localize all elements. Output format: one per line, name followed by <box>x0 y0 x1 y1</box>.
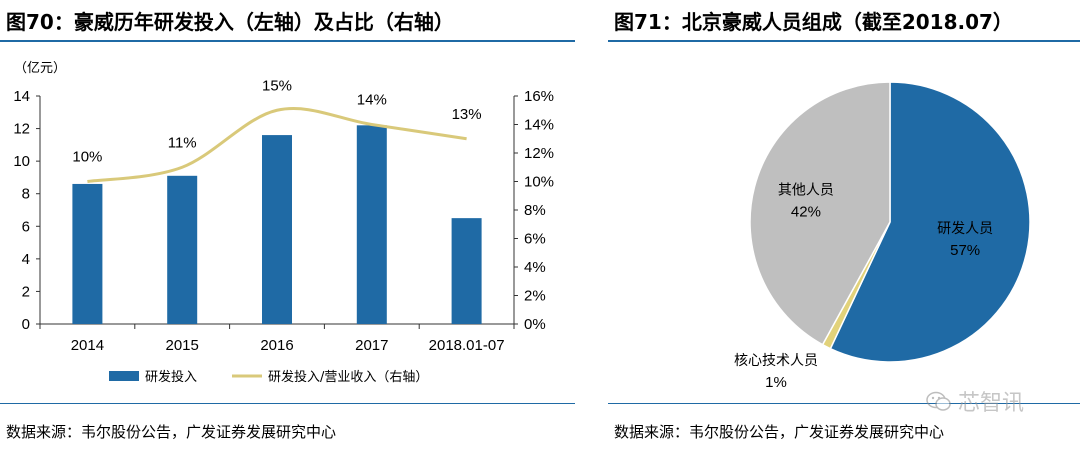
left-tick-label: 6 <box>22 218 30 235</box>
x-tick-label: 2016 <box>260 337 293 354</box>
left-tick-label: 4 <box>22 251 30 268</box>
slice-value-label: 42% <box>791 203 821 220</box>
left-figure-panel: 图70：豪威历年研发投入（左轴）及占比（右轴） （亿元） 0 2 4 6 8 10 12 14 0… <box>0 10 575 441</box>
right-tick-label: 0% <box>524 316 546 333</box>
bar <box>451 218 482 324</box>
left-figure-title: 图70：豪威历年研发投入（左轴）及占比（右轴） <box>6 10 454 34</box>
legend-line-label: 研发投入/营业收入（右轴） <box>268 369 428 385</box>
legend-bar-swatch <box>109 371 139 381</box>
right-figure-title: 图71：北京豪威人员组成（截至2018.07） <box>614 10 1013 34</box>
right-tick-label: 2% <box>524 288 546 305</box>
x-tick-label: 2017 <box>355 337 388 354</box>
right-tick-label: 4% <box>524 259 546 276</box>
left-tick-label: 8 <box>22 186 30 203</box>
legend-bar-label: 研发投入 <box>145 369 197 385</box>
x-tick-label: 2018.01-07 <box>429 337 505 354</box>
slice-name-label: 研发人员 <box>937 221 993 237</box>
left-tick-label: 0 <box>22 316 30 333</box>
right-source-rule <box>608 403 1080 404</box>
watermark-text: 芯智讯 <box>958 391 1025 416</box>
right-tick-label: 16% <box>524 88 554 105</box>
slice-value-label: 57% <box>950 242 980 259</box>
right-tick-label: 14% <box>524 117 554 134</box>
staff-pie-chart: 研发人员 57% 其他人员 42% 核心技术人员 1% <box>734 81 1031 391</box>
slice-name-label: 其他人员 <box>778 182 834 198</box>
bar <box>356 125 387 324</box>
bar <box>167 175 198 324</box>
bar <box>262 135 292 324</box>
slice-name-label: 核心技术人员 <box>734 353 818 369</box>
left-axis-unit: （亿元） <box>14 61 66 76</box>
x-tick-label: 2014 <box>71 337 104 354</box>
x-tick-label: 2015 <box>166 337 199 354</box>
left-source-rule <box>0 403 575 404</box>
ratio-line <box>87 107 467 183</box>
left-tick-label: 12 <box>13 121 30 138</box>
ratio-data-label: 15% <box>262 77 292 94</box>
right-tick-label: 8% <box>524 202 546 219</box>
right-source-note: 数据来源：韦尔股份公告，广发证券发展研究中心 <box>614 423 945 441</box>
ratio-data-label: 11% <box>168 134 197 151</box>
slice-value-label: 1% <box>765 374 787 391</box>
left-source-note: 数据来源：韦尔股份公告，广发证券发展研究中心 <box>6 423 337 441</box>
right-title-rule <box>608 40 1080 42</box>
pie-slice <box>749 81 891 346</box>
rd-bar-line-chart: （亿元） 0 2 4 6 8 10 12 14 0% 2% 4% 6% 8% 10% 12% 14% 16% 201… <box>13 61 554 385</box>
ratio-data-label: 10% <box>72 149 102 166</box>
right-tick-label: 6% <box>524 231 546 248</box>
left-tick-label: 10 <box>13 153 30 170</box>
ratio-data-label: 13% <box>452 106 482 123</box>
pie-slice <box>829 81 1031 363</box>
right-tick-label: 12% <box>524 145 554 162</box>
left-title-rule <box>0 40 575 42</box>
left-tick-label: 14 <box>13 88 30 105</box>
bar <box>72 183 103 324</box>
right-figure-panel: 图71：北京豪威人员组成（截至2018.07） 研发人员 57% 其他人员 42% 核心… <box>608 0 1080 450</box>
watermark: 芯智讯 <box>926 385 1024 417</box>
right-tick-label: 10% <box>524 174 554 191</box>
ratio-data-label: 14% <box>357 92 387 109</box>
wechat-icon <box>926 391 951 411</box>
left-tick-label: 2 <box>22 283 30 300</box>
